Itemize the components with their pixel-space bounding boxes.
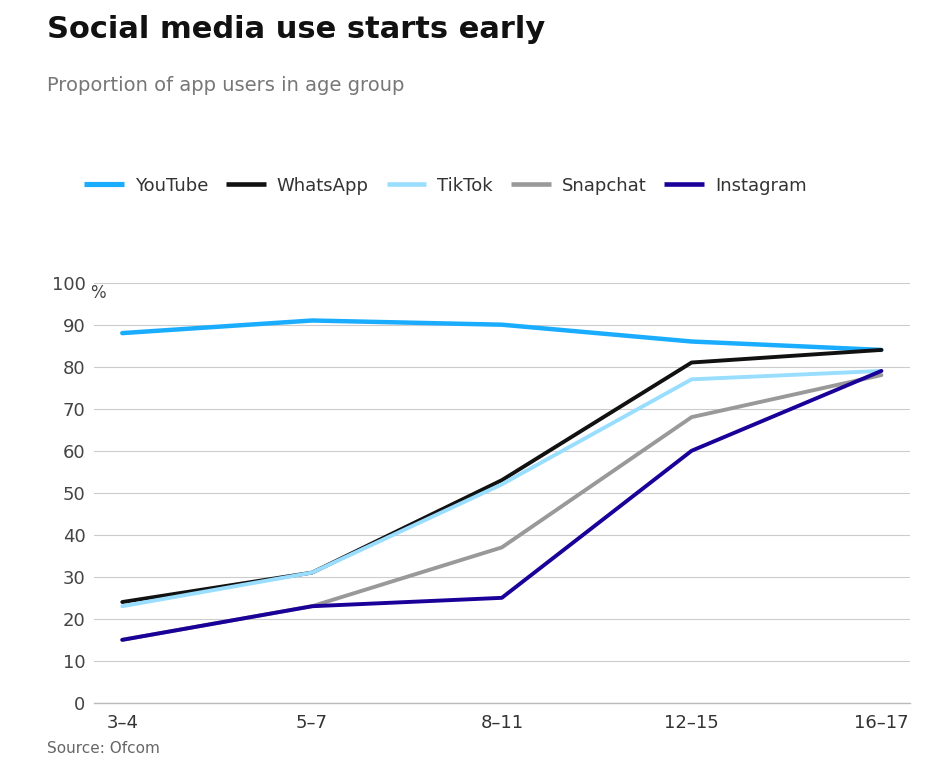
YouTube	[876, 345, 887, 354]
TikTok	[307, 568, 318, 578]
WhatsApp	[116, 597, 128, 607]
Instagram	[116, 636, 128, 645]
Line: WhatsApp: WhatsApp	[122, 350, 882, 602]
WhatsApp	[686, 358, 697, 367]
TikTok	[686, 375, 697, 384]
Snapchat	[116, 636, 128, 645]
Text: Source: Ofcom: Source: Ofcom	[47, 741, 159, 756]
YouTube	[307, 316, 318, 325]
Line: Snapchat: Snapchat	[122, 375, 882, 640]
WhatsApp	[876, 345, 887, 354]
Snapchat	[876, 371, 887, 380]
Instagram	[876, 367, 887, 376]
YouTube	[686, 337, 697, 346]
Line: TikTok: TikTok	[122, 371, 882, 607]
Snapchat	[307, 602, 318, 611]
WhatsApp	[496, 475, 507, 484]
Instagram	[686, 446, 697, 455]
YouTube	[116, 329, 128, 338]
TikTok	[876, 367, 887, 376]
TikTok	[116, 602, 128, 611]
Text: Social media use starts early: Social media use starts early	[47, 15, 545, 44]
Text: %: %	[90, 284, 106, 303]
WhatsApp	[307, 568, 318, 578]
Legend: YouTube, WhatsApp, TikTok, Snapchat, Instagram: YouTube, WhatsApp, TikTok, Snapchat, Ins…	[84, 177, 807, 195]
Snapchat	[496, 542, 507, 552]
Snapchat	[686, 413, 697, 422]
TikTok	[496, 480, 507, 489]
Line: Instagram: Instagram	[122, 371, 882, 640]
Instagram	[496, 593, 507, 602]
Text: Proportion of app users in age group: Proportion of app users in age group	[47, 76, 404, 96]
Line: YouTube: YouTube	[122, 321, 882, 350]
YouTube	[496, 320, 507, 329]
Instagram	[307, 602, 318, 611]
